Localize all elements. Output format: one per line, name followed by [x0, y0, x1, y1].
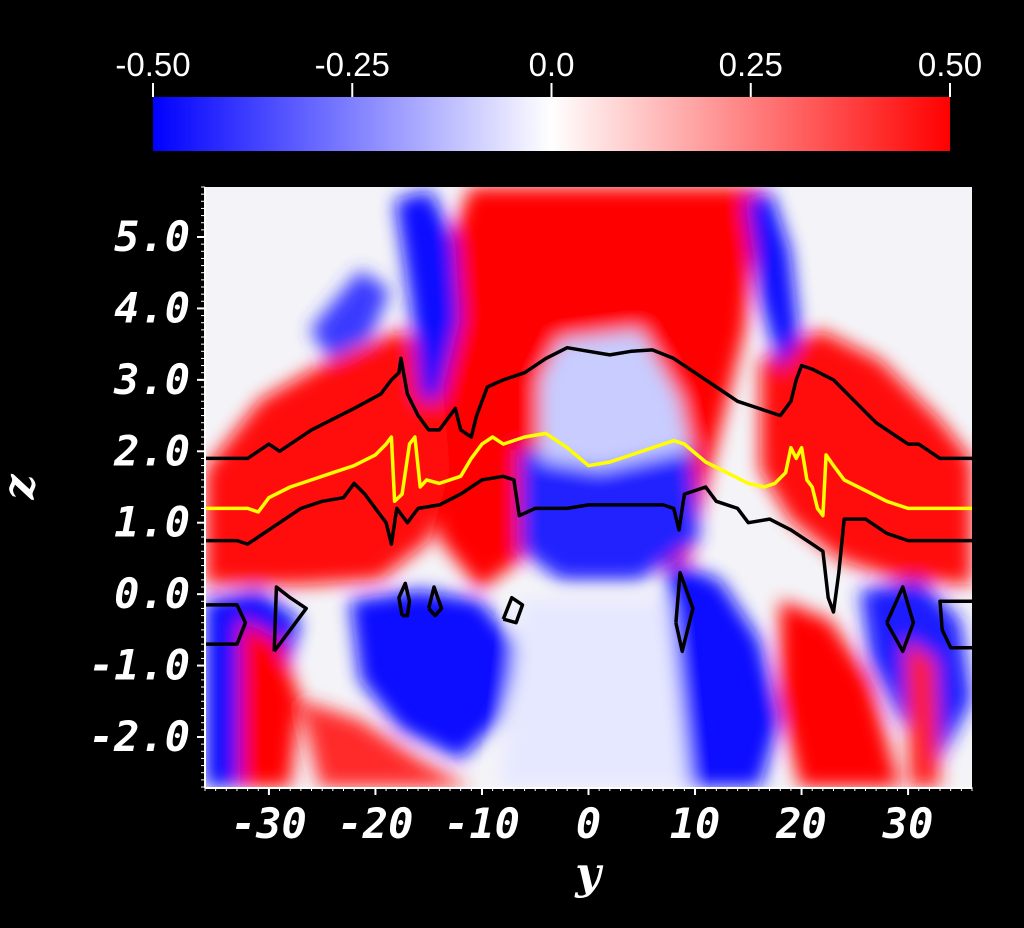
field-blue-core: [520, 440, 700, 580]
field-red-lower-left: [240, 620, 300, 787]
colorbar-tick-label: -0.50: [115, 46, 190, 83]
y-tick-label: 4.0: [114, 283, 190, 332]
y-tick-label: -1.0: [89, 641, 190, 690]
y-tick-label: 1.0: [114, 498, 190, 547]
field-red-band-right: [760, 330, 972, 585]
field-red-lower-farright: [905, 640, 940, 787]
field-red-lower-right: [780, 600, 900, 787]
x-tick-label: -10: [444, 799, 520, 848]
field-pale-core: [540, 330, 690, 470]
x-tick-label: 20: [775, 799, 827, 848]
y-tick-label: 3.0: [113, 355, 190, 404]
colorbar-tick-label: -0.25: [315, 46, 390, 83]
x-tick-label: 10: [670, 799, 721, 848]
contour-layer: [205, 345, 972, 654]
field-red-lower-mid: [300, 700, 470, 787]
plot-area: [205, 187, 972, 787]
closed-contour-loop: [501, 595, 525, 625]
closed-contour-loop: [205, 603, 248, 646]
y-tick-labels: 5.0 4.0 3.0 2.0 1.0 0.0 -1.0 -2.0: [89, 212, 205, 761]
x-tick-label: 0: [576, 799, 601, 848]
closed-contour-loop: [674, 570, 695, 654]
x-axis-label: y: [574, 848, 604, 899]
lower-contour-line: [205, 474, 972, 614]
field-blue-arc-left: [310, 270, 390, 360]
minor-ticks: [201, 186, 973, 791]
colorbar-tick-label: 0.25: [719, 46, 783, 83]
x-tick-label: 30: [882, 799, 934, 848]
middle-contour-line: [205, 431, 972, 518]
field-blue-lower-mid: [350, 590, 520, 760]
field-pale-lower-center: [500, 600, 690, 787]
y-axis-label: z: [0, 474, 45, 501]
axes: -30 -20 -10 0 10 20 30 5.0 4.0 3.0 2.0 1.0 0.0 -1.0 -…: [0, 186, 973, 899]
y-tick-label: -2.0: [89, 712, 190, 761]
x-tick-label: -20: [338, 799, 414, 848]
colorbar: -0.50 -0.25 0.0 0.25 0.50: [115, 46, 982, 151]
y-tick-label: 5.0: [114, 212, 190, 261]
x-tick-label: -30: [231, 799, 307, 848]
closed-contour-loop: [427, 585, 444, 618]
field-blue-arc-left-2: [395, 190, 460, 400]
colorbar-ticks: -0.50 -0.25 0.0 0.25 0.50: [115, 46, 982, 97]
colorbar-tick-label: 0.0: [529, 46, 575, 83]
field-blue-right-stripe: [745, 190, 800, 370]
y-tick-label: 0.0: [114, 569, 190, 618]
closed-contour-loop: [272, 585, 308, 653]
closed-contour-loop: [885, 585, 916, 654]
y-tick-label: 2.0: [113, 426, 190, 475]
closed-contour-loop: [397, 581, 412, 618]
colorbar-tick-label: 0.50: [918, 46, 982, 83]
closed-contour-loop: [938, 599, 972, 650]
colorbar-gradient: [153, 97, 950, 151]
upper-contour-line: [205, 345, 972, 461]
field-red-band-left: [205, 330, 450, 585]
x-tick-labels: -30 -20 -10 0 10 20 30: [231, 787, 933, 848]
